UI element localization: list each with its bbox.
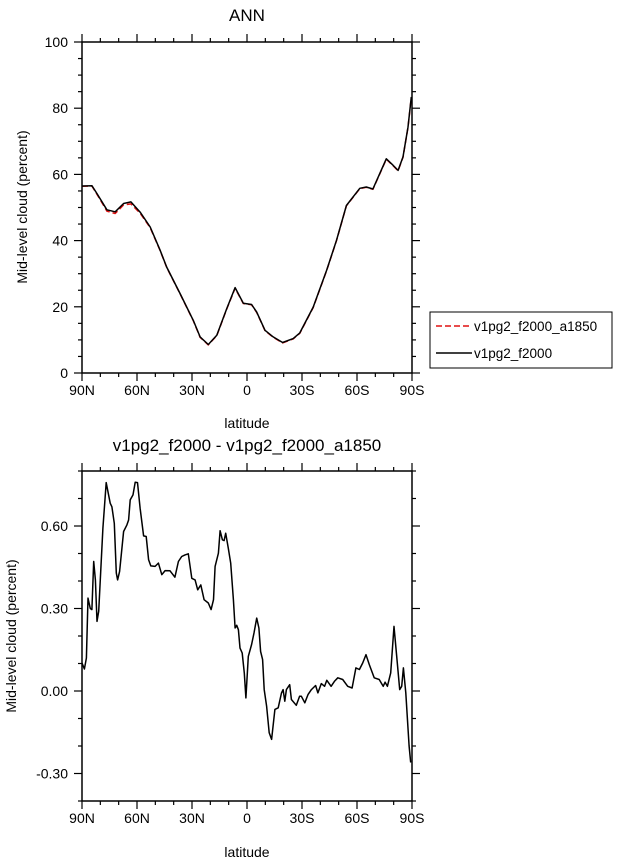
x-tick-label: 0	[243, 382, 251, 398]
x-tick-label: 30N	[179, 382, 205, 398]
x-tick-label: 30S	[290, 382, 315, 398]
y-tick-label: 100	[45, 34, 69, 50]
series-line-v1pg2-f2000-a1850	[81, 97, 413, 346]
top-chart: 90N 60N 30N 0 30S 60S 90S 0 20 40 60 80 100	[45, 34, 425, 398]
x-tick-label: 90S	[400, 382, 425, 398]
top-chart-xlabel: latitude	[224, 415, 269, 431]
x-tick-label: 90N	[69, 810, 95, 826]
x-tick-label: 60S	[345, 810, 370, 826]
x-tick-label: 90S	[400, 810, 425, 826]
y-tick-label: 60	[52, 166, 68, 182]
legend: v1pg2_f2000_a1850 v1pg2_f2000	[429, 311, 613, 369]
x-tick-label: 30N	[179, 810, 205, 826]
x-tick-label: 30S	[290, 810, 315, 826]
bottom-chart-ylabel: Mid-level cloud (percent)	[3, 559, 19, 712]
y-tick-label: 0.60	[41, 518, 68, 534]
bottom-chart-title: v1pg2_f2000 - v1pg2_f2000_a1850	[113, 436, 381, 455]
y-tick-label: 80	[52, 100, 68, 116]
bottom-chart: 90N 60N 30N 0 30S 60S 90S -0.30 0.00 0.30 0.60	[36, 463, 424, 826]
y-tick-label: 20	[52, 299, 68, 315]
plot-frame	[81, 470, 413, 802]
legend-label-a1850: v1pg2_f2000_a1850	[474, 319, 597, 334]
legend-box	[429, 311, 613, 369]
bottom-chart-xlabel: latitude	[224, 844, 269, 860]
legend-label-f2000: v1pg2_f2000	[474, 346, 552, 361]
y-tick-label: -0.30	[36, 766, 68, 782]
x-tick-label: 90N	[69, 382, 95, 398]
plot-frame	[81, 41, 413, 374]
y-tick-label: 0.30	[41, 601, 68, 617]
x-tick-label: 0	[243, 810, 251, 826]
y-tick-label: 0	[60, 365, 68, 381]
series-line-v1pg2-f2000	[81, 96, 413, 346]
y-tick-label: 0.00	[41, 683, 68, 699]
x-tick-label: 60N	[124, 810, 150, 826]
series-line-difference	[81, 481, 412, 763]
x-tick-label: 60N	[124, 382, 150, 398]
top-chart-ylabel: Mid-level cloud (percent)	[14, 130, 30, 283]
y-tick-label: 40	[52, 233, 68, 249]
top-chart-title: ANN	[229, 6, 265, 25]
x-tick-label: 60S	[345, 382, 370, 398]
